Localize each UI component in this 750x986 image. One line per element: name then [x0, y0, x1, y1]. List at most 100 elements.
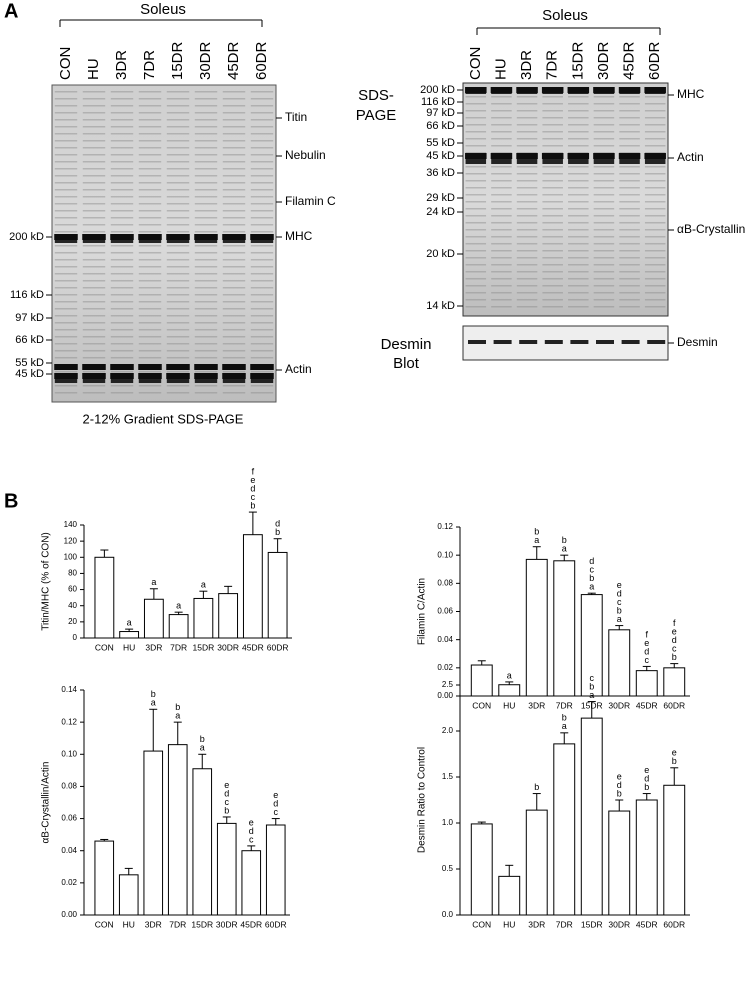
- gel-band: [110, 126, 134, 128]
- gel-band: [491, 194, 512, 196]
- gel-band: [593, 180, 615, 182]
- gel-band: [82, 112, 106, 114]
- bar: [167, 744, 188, 916]
- gel-band: [166, 259, 190, 261]
- gel-band: [222, 357, 246, 359]
- gel-band: [465, 124, 487, 126]
- gel-band: [491, 103, 512, 105]
- gel-band: [166, 343, 190, 345]
- gel-band: [194, 119, 218, 121]
- gel-band: [54, 294, 78, 296]
- gel-band: [491, 138, 512, 140]
- lane-label: 3DR: [113, 50, 130, 80]
- gel-band: [138, 224, 162, 226]
- gel-band: [542, 229, 563, 231]
- gel-band: [194, 294, 218, 296]
- lane-label: 60DR: [646, 41, 663, 80]
- gel-band: [250, 112, 274, 114]
- bar: [193, 597, 214, 639]
- gel-band: [82, 373, 106, 379]
- gel-band: [82, 308, 106, 310]
- gel-band: [619, 243, 640, 245]
- gel-band: [465, 152, 487, 154]
- gel-band: [465, 222, 487, 224]
- y-tick-label: 0.04: [437, 635, 453, 644]
- gel-band: [222, 273, 246, 275]
- gel-band: [491, 257, 512, 259]
- group-label: Soleus: [140, 1, 186, 18]
- gel-band: [194, 322, 218, 324]
- gel-band: [250, 245, 274, 247]
- gel-band: [166, 238, 190, 243]
- lane-label: CON: [467, 47, 484, 80]
- gel-band: [166, 105, 190, 107]
- bar: [216, 822, 237, 916]
- lane-label: 3DR: [518, 50, 535, 80]
- gel-band: [491, 299, 512, 301]
- gel-band: [222, 217, 246, 219]
- gel-band: [194, 373, 218, 379]
- gel-band: [222, 231, 246, 233]
- significance-letter: f: [673, 618, 676, 628]
- gel-band: [54, 252, 78, 254]
- y-tick-label: 0.02: [437, 663, 453, 672]
- gel-band: [593, 173, 615, 175]
- y-tick-label: 0: [73, 633, 78, 642]
- method-label: PAGE: [356, 107, 397, 124]
- significance-letter: c: [249, 834, 254, 844]
- gel-band: [568, 145, 589, 147]
- significance-letter: c: [590, 673, 595, 683]
- gel-band: [491, 187, 512, 189]
- gel-band: [194, 224, 218, 226]
- significance-letter: b: [562, 713, 567, 723]
- gel-band: [166, 175, 190, 177]
- gel-band: [593, 187, 615, 189]
- bar: [498, 684, 521, 697]
- gel-band: [222, 266, 246, 268]
- gel-band: [82, 315, 106, 317]
- gel-band: [593, 250, 615, 252]
- gel-band: [138, 133, 162, 135]
- gel-band: [54, 350, 78, 352]
- y-tick-label: 0.00: [61, 910, 77, 919]
- gel-band: [644, 201, 666, 203]
- panel-label: B: [4, 490, 18, 512]
- x-tick-label: 45DR: [240, 919, 262, 929]
- significance-letter: d: [273, 798, 278, 808]
- significance-letter: b: [151, 689, 156, 699]
- gel-band: [138, 182, 162, 184]
- gel-band: [516, 229, 538, 231]
- gel-band: [542, 187, 563, 189]
- gel-band: [194, 91, 218, 93]
- gel-band: [542, 243, 563, 245]
- gel-band: [194, 210, 218, 212]
- significance-letter: a: [562, 544, 567, 554]
- gel-band: [465, 131, 487, 133]
- marker-label: 55 kD: [426, 137, 455, 149]
- bar: [635, 799, 658, 916]
- gel-band: [541, 153, 564, 159]
- gel-band: [82, 371, 106, 373]
- gel-band: [54, 126, 78, 128]
- gel-band: [110, 245, 134, 247]
- gel-band: [568, 243, 589, 245]
- gel-caption: 2-12% Gradient SDS-PAGE: [83, 411, 244, 426]
- gel-band: [593, 208, 615, 210]
- gel-band: [194, 189, 218, 191]
- gel-band: [593, 236, 615, 238]
- gel-band: [250, 280, 274, 282]
- gel-band: [568, 173, 589, 175]
- gel-band: [593, 96, 615, 98]
- lane-label: 30DR: [197, 41, 214, 80]
- gel-band: [166, 364, 190, 370]
- gel-band: [110, 161, 134, 163]
- gel-band: [250, 234, 274, 240]
- gel-band: [82, 378, 106, 383]
- gel-band: [54, 133, 78, 135]
- gel-band: [138, 210, 162, 212]
- gel-band: [194, 112, 218, 114]
- gel-band: [619, 180, 640, 182]
- gel-band: [542, 201, 563, 203]
- gel-band: [138, 91, 162, 93]
- gel-band: [138, 234, 162, 240]
